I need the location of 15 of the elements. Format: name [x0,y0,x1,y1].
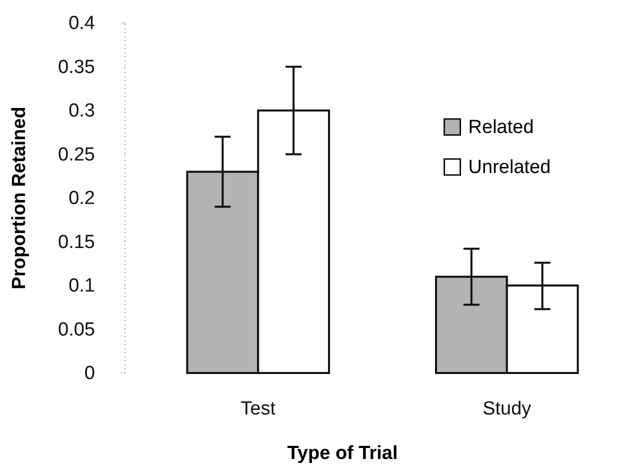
legend-label: Related [468,117,534,138]
y-tick-label: 0.2 [68,188,95,210]
y-tick-label: 0.4 [68,13,96,34]
legend-label: Unrelated [468,157,551,178]
y-tick-label: 0.1 [68,276,95,297]
y-axis-title: Proportion Retained [9,106,30,290]
y-tick-label: 0.05 [58,319,95,340]
x-axis-title: Type of Trial [287,443,398,464]
y-tick-label: 0.35 [58,56,95,78]
x-tick-label: Study [482,398,532,420]
y-tick-label: 0 [84,363,95,384]
y-tick-label: 0.3 [68,100,95,122]
y-tick-label: 0.25 [58,144,95,166]
y-tick-label: 0.15 [58,232,95,253]
x-tick-label: Test [240,398,276,420]
